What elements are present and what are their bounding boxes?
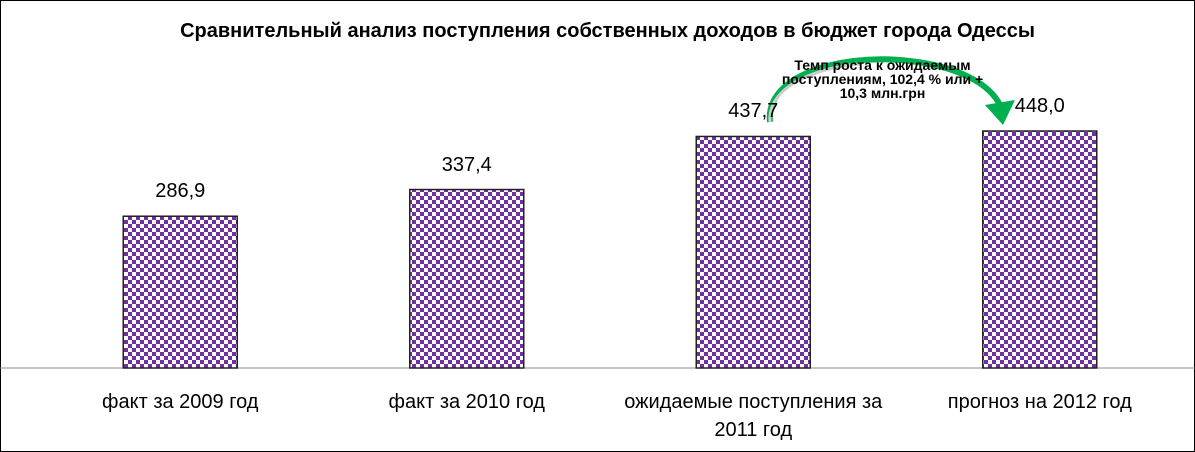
x-tick-label: ожидаемые поступления за 2011 год (624, 391, 883, 441)
arrow (766, 56, 1003, 123)
arrowhead (985, 100, 1015, 125)
annotation: Темп роста к ожидаемым поступлениям, 102… (781, 57, 984, 101)
bar (982, 130, 1098, 369)
value-label: 286,9 (155, 180, 206, 203)
x-tick-label: прогноз на 2012 год (947, 391, 1132, 413)
x-tick-label: факт за 2009 год (102, 391, 259, 413)
arrow-inner (768, 62, 861, 123)
value-label: 448,0 (1014, 95, 1065, 117)
value-label: 337,4 (441, 153, 492, 176)
chart-title: Сравнительный анализ поступления собстве… (180, 20, 1035, 42)
x-tick-label: факт за 2010 год (388, 391, 545, 413)
bar (695, 135, 811, 369)
value-label: 437,7 (728, 100, 779, 123)
bar (122, 215, 238, 369)
bar (409, 188, 525, 369)
